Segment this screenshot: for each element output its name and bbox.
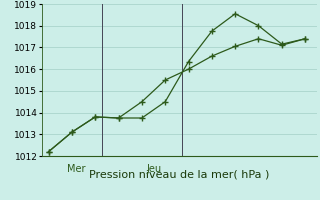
X-axis label: Pression niveau de la mer( hPa ): Pression niveau de la mer( hPa ) (89, 170, 269, 180)
Text: Jeu: Jeu (147, 164, 162, 174)
Text: Mer: Mer (67, 164, 86, 174)
